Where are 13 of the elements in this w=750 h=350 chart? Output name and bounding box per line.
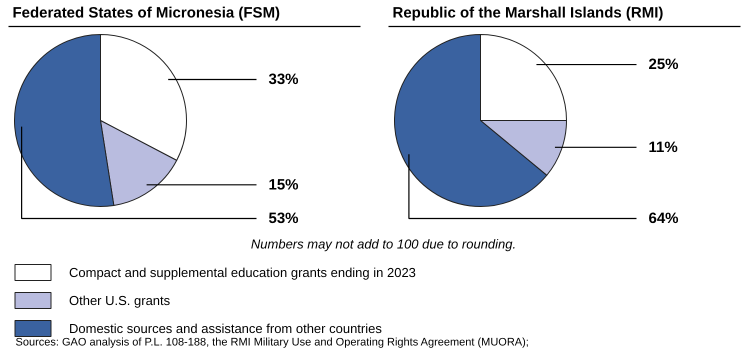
data-label: 15%: [268, 176, 299, 194]
data-label: 53%: [268, 210, 299, 227]
legend-label: Compact and supplemental education grants ending in 2023: [69, 264, 416, 280]
chart-title: Federated States of Micronesia (FSM): [12, 4, 280, 22]
chart-title: Republic of the Marshall Islands (RMI): [392, 4, 664, 22]
legend-label: Other U.S. grants: [69, 292, 170, 308]
source-note: Sources: GAO analysis of P.L. 108-188, the RMI Military Use and Operating Rights Agreement (MUORA);: [16, 336, 529, 348]
text: Numbers may not add to 100 due to rounding.: [250, 236, 516, 252]
data-label: 25%: [648, 56, 679, 74]
data-label: 11%: [648, 138, 678, 156]
data-label: 64%: [648, 210, 679, 227]
legend-label: Domestic sources and assistance from other countries: [69, 320, 382, 336]
data-label: 33%: [268, 71, 299, 88]
